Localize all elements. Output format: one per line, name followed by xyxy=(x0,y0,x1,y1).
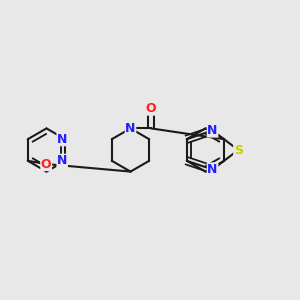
Text: N: N xyxy=(207,124,218,137)
Text: N: N xyxy=(57,133,68,146)
Text: S: S xyxy=(234,143,243,157)
Text: N: N xyxy=(57,154,68,167)
Text: N: N xyxy=(207,163,218,176)
Text: N: N xyxy=(125,122,136,135)
Text: O: O xyxy=(41,158,52,170)
Text: O: O xyxy=(146,102,156,115)
